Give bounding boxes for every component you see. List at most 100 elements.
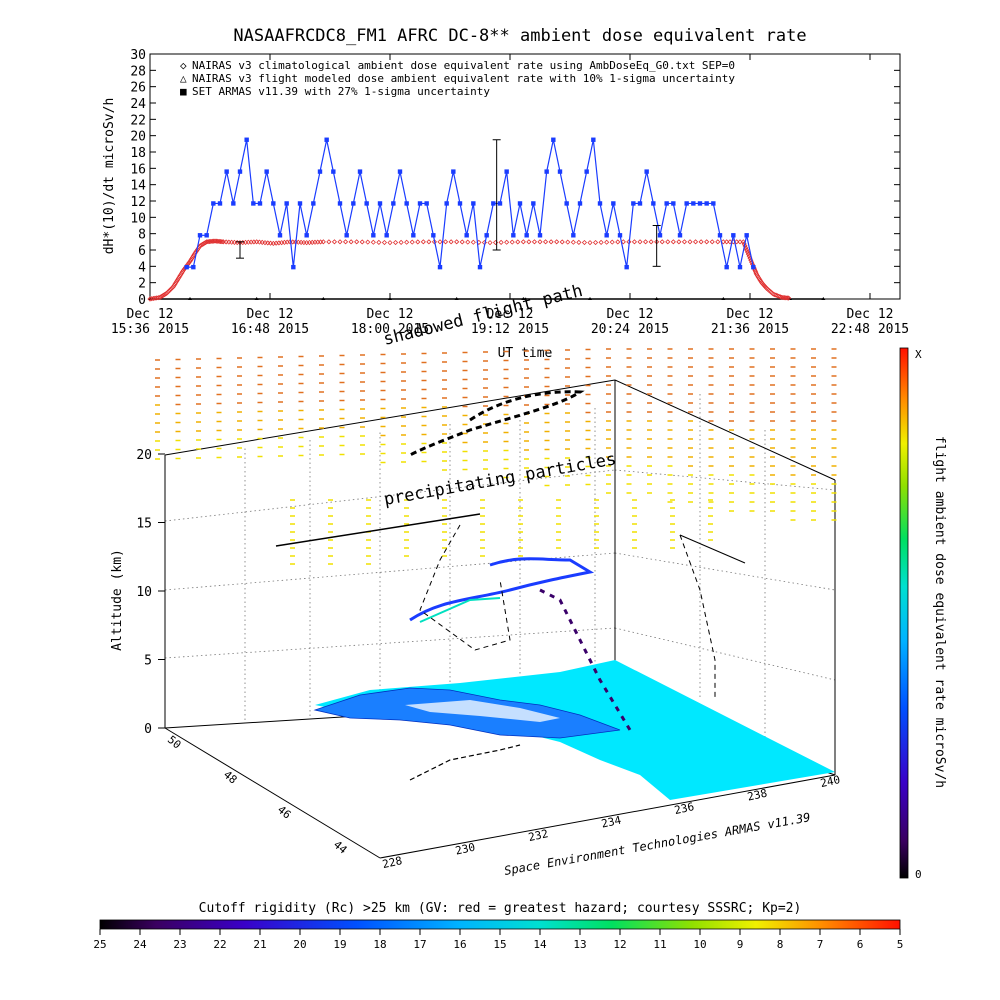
latitude-tick-label: 46 xyxy=(275,803,294,821)
cutoff-tick-label: 17 xyxy=(413,938,426,951)
series-climatological-point xyxy=(409,239,415,245)
series-armas-point xyxy=(264,169,269,174)
series-armas-point xyxy=(197,233,203,238)
series-armas-point xyxy=(751,264,756,270)
legend-symbol-2: △ xyxy=(180,72,187,85)
longitude-tick-label: 230 xyxy=(454,841,476,858)
longitude-tick-label: 238 xyxy=(746,787,768,804)
series-climatological-point xyxy=(737,239,743,245)
series-armas-point xyxy=(364,201,369,206)
cutoff-tick-label: 15 xyxy=(493,938,506,951)
projection-dashed-1 xyxy=(419,524,511,651)
series-armas-point xyxy=(531,201,536,206)
cutoff-tick-label: 20 xyxy=(293,938,306,951)
series-climatological-point xyxy=(692,239,699,245)
series-armas-point xyxy=(577,201,583,206)
longitude-tick-label: 232 xyxy=(527,827,549,844)
series-armas-point xyxy=(377,201,383,206)
series-climatological-point xyxy=(348,239,354,245)
x-tick-label-date: Dec 12 xyxy=(727,307,774,322)
series-armas-point xyxy=(184,264,189,270)
series-armas-point xyxy=(504,169,509,174)
series-armas-point xyxy=(371,233,376,238)
x-tick-label-date: Dec 12 xyxy=(127,307,174,322)
series-climatological-point xyxy=(542,239,549,245)
series-armas-point xyxy=(477,264,483,270)
series-armas-point xyxy=(491,201,496,206)
cutoff-tick-label: 25 xyxy=(93,938,106,951)
series-armas-point xyxy=(737,264,743,270)
series-armas-point xyxy=(291,264,296,270)
x-tick-label-date: Dec 12 xyxy=(847,307,894,322)
series-modeled-point xyxy=(721,297,726,300)
legend-symbol-3: ■ xyxy=(180,85,187,98)
y-tick-label: 30 xyxy=(130,48,146,63)
series-climatological-point xyxy=(770,291,776,297)
series-armas-point xyxy=(444,201,449,206)
series-climatological-point xyxy=(670,239,676,245)
series-climatological-point xyxy=(537,239,543,245)
series-armas-point xyxy=(711,201,716,206)
series-armas-point xyxy=(224,169,229,174)
series-climatological-point xyxy=(381,239,388,246)
series-climatological-point xyxy=(744,249,751,255)
series-climatological-point xyxy=(504,239,510,245)
series-climatological-point xyxy=(727,239,733,245)
flight-path-measured xyxy=(409,557,595,622)
series-armas-point xyxy=(284,201,289,206)
longitude-tick-label: 228 xyxy=(381,854,403,871)
series-armas-point xyxy=(537,233,543,238)
y-tick-label: 10 xyxy=(130,211,146,226)
longitude-tick-label: 236 xyxy=(673,800,695,817)
series-armas-point xyxy=(457,201,463,206)
series-climatological-point xyxy=(620,239,626,245)
series-climatological-point xyxy=(331,239,338,245)
series-climatological-point xyxy=(598,239,604,245)
x-tick-label-date: Dec 12 xyxy=(487,307,534,322)
series-climatological-point xyxy=(604,239,610,245)
series-climatological-point xyxy=(520,239,526,245)
series-armas-point xyxy=(351,201,356,206)
y-tick-label: 24 xyxy=(130,97,146,112)
series-climatological-point xyxy=(609,239,615,245)
x-tick-label-time: 18:00 2015 xyxy=(351,322,429,337)
series-climatological-point xyxy=(744,247,750,253)
dose-colorbar-gradient xyxy=(899,347,909,879)
ground-shadow-path xyxy=(409,744,521,781)
series-climatological-point xyxy=(398,239,404,245)
series-armas-point xyxy=(277,233,283,238)
series-climatological-point xyxy=(365,239,371,245)
series-climatological-point xyxy=(320,239,326,245)
y-tick-label: 0 xyxy=(138,293,146,308)
series-climatological-point xyxy=(179,269,186,275)
series-armas-point xyxy=(244,137,249,142)
series-climatological-point xyxy=(515,239,521,245)
altitude-tick-label: 0 xyxy=(144,722,152,737)
series-armas-point xyxy=(331,169,336,174)
series-climatological-point xyxy=(724,239,730,245)
cutoff-tick-label: 9 xyxy=(737,938,744,951)
x-tick-label-time: 19:12 2015 xyxy=(471,322,549,337)
series-climatological-point xyxy=(565,239,571,245)
y-axis-label: dH*(10)/dt microSv/h xyxy=(102,98,117,255)
series-armas-point xyxy=(437,264,443,270)
series-armas-point xyxy=(497,201,503,206)
cutoff-tick-label: 7 xyxy=(817,938,824,951)
series-climatological-point xyxy=(631,239,638,245)
series-armas-point xyxy=(191,264,196,270)
series-armas-point xyxy=(431,233,436,238)
y-tick-label: 2 xyxy=(138,277,146,292)
series-armas-point xyxy=(464,233,469,238)
projection-dashed-2 xyxy=(679,534,716,700)
series-armas-point xyxy=(451,169,456,174)
series-armas-point xyxy=(231,201,236,206)
series-armas-point xyxy=(597,201,603,206)
cutoff-tick-label: 12 xyxy=(613,938,626,951)
3d-trajectory-plot: precipitating particles shadowed flight … xyxy=(110,281,841,878)
series-armas-point xyxy=(211,201,216,206)
series-armas-point xyxy=(304,233,309,238)
cutoff-tick-label: 11 xyxy=(653,938,666,951)
